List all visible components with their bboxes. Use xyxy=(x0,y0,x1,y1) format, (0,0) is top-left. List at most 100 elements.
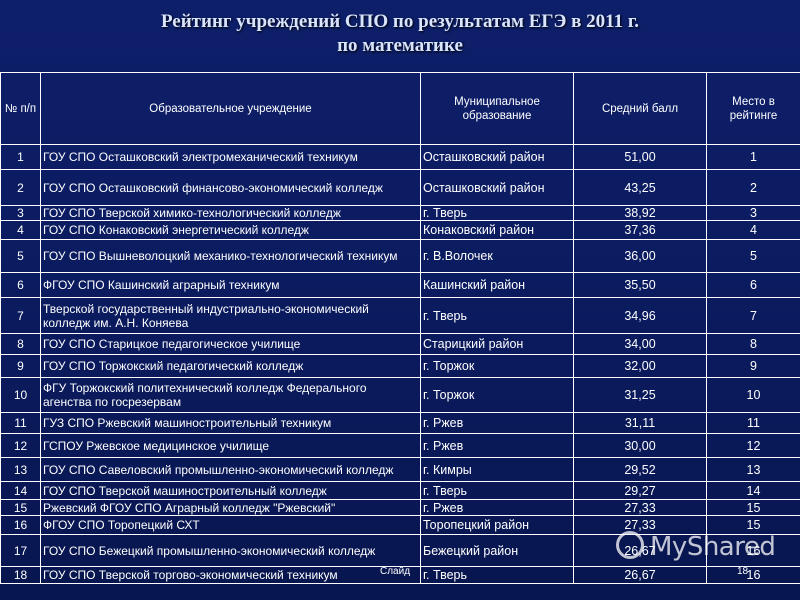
row-municipality: г. Тверь xyxy=(420,481,574,500)
row-institution: ГОУ СПО Осташковский электромеханический… xyxy=(40,144,421,170)
row-municipality: г. Тверь xyxy=(420,205,574,221)
row-score: 35,50 xyxy=(573,272,707,298)
header-municipality: Муниципальное образование xyxy=(420,72,574,145)
slide-number: 18 xyxy=(737,566,749,577)
row-institution: ГОУ СПО Бежецкий промышленно-экономическ… xyxy=(40,534,421,567)
table-row: 14 ГОУ СПО Тверской машиностроительный ко… xyxy=(0,481,800,500)
row-rank: 15 xyxy=(706,515,800,535)
row-municipality: г. Ржев xyxy=(420,433,574,458)
row-score: 38,92 xyxy=(573,205,707,221)
row-score: 32,00 xyxy=(573,354,707,378)
row-score: 36,00 xyxy=(573,239,707,273)
row-num: 2 xyxy=(0,169,41,206)
row-municipality: Старицкий район xyxy=(420,333,574,355)
row-num: 17 xyxy=(0,534,41,567)
row-num: 12 xyxy=(0,433,41,458)
row-rank: 5 xyxy=(706,239,800,273)
row-municipality: г. Торжок xyxy=(420,377,574,413)
table-row: 12 ГСПОУ Ржевское медицинское училище г. Р… xyxy=(0,433,800,458)
row-institution: ФГОУ СПО Торопецкий СХТ xyxy=(40,515,421,535)
row-rank: 11 xyxy=(706,412,800,434)
row-num: 18 xyxy=(0,566,41,584)
row-municipality: г. Ржев xyxy=(420,412,574,434)
table-row: 3 ГОУ СПО Тверской химико-технологический… xyxy=(0,205,800,221)
watermark-text: MyShared xyxy=(650,532,776,562)
row-institution: ГОУ СПО Осташковский финансово-экономиче… xyxy=(40,169,421,206)
header-institution: Образовательное учреждение xyxy=(40,72,421,145)
row-municipality: г. Тверь xyxy=(420,566,574,584)
row-rank: 6 xyxy=(706,272,800,298)
header-rank: Место в рейтинге xyxy=(706,72,800,145)
table-row: 4 ГОУ СПО Конаковский энергетический колл… xyxy=(0,220,800,240)
row-municipality: Конаковский район xyxy=(420,220,574,240)
header-num: № п/п xyxy=(0,72,41,145)
table-row: 15 Ржевский ФГОУ СПО Аграрный колледж "Рж… xyxy=(0,499,800,516)
watermark-logo-icon xyxy=(616,530,644,559)
table-row: 5 ГОУ СПО Вышневолоцкий механико-технолог… xyxy=(0,239,800,273)
header-score: Средний балл xyxy=(573,72,707,145)
row-num: 5 xyxy=(0,239,41,273)
row-score: 26,67 xyxy=(573,566,707,584)
title-line-1: Рейтинг учреждений СПО по результатам ЕГ… xyxy=(160,11,640,32)
row-institution: ГОУ СПО Тверской машиностроительный колл… xyxy=(40,481,421,500)
row-score: 31,11 xyxy=(573,412,707,434)
row-score: 31,25 xyxy=(573,377,707,413)
table-row: 9 ГОУ СПО Торжокский педагогический колле… xyxy=(0,354,800,378)
row-municipality: Бежецкий район xyxy=(420,534,574,567)
row-num: 11 xyxy=(0,412,41,434)
row-municipality: Торопецкий район xyxy=(420,515,574,535)
row-rank: 13 xyxy=(706,457,800,482)
row-rank: 1 xyxy=(706,144,800,170)
row-municipality: г. Ржев xyxy=(420,499,574,516)
row-municipality: г. В.Волочек xyxy=(420,239,574,273)
row-num: 10 xyxy=(0,377,41,413)
table-row: 1 ГОУ СПО Осташковский электромеханически… xyxy=(0,144,800,170)
row-rank: 8 xyxy=(706,333,800,355)
row-num: 9 xyxy=(0,354,41,378)
row-num: 7 xyxy=(0,297,41,334)
row-num: 13 xyxy=(0,457,41,482)
row-num: 14 xyxy=(0,481,41,500)
row-institution: ГСПОУ Ржевское медицинское училище xyxy=(40,433,421,458)
row-rank: 2 xyxy=(706,169,800,206)
page-title: Рейтинг учреждений СПО по результатам ЕГ… xyxy=(0,10,800,58)
row-num: 6 xyxy=(0,272,41,298)
row-rank: 12 xyxy=(706,433,800,458)
row-rank: 9 xyxy=(706,354,800,378)
slide-label: Слайд xyxy=(380,566,411,577)
row-rank: 10 xyxy=(706,377,800,413)
table-row: 13 ГОУ СПО Савеловский промышленно-эконом… xyxy=(0,457,800,482)
row-score: 27,33 xyxy=(573,499,707,516)
row-score: 37,36 xyxy=(573,220,707,240)
row-institution: ГОУ СПО Торжокский педагогический коллед… xyxy=(40,354,421,378)
row-rank: 15 xyxy=(706,499,800,516)
row-institution: ГОУ СПО Тверской химико-технологический … xyxy=(40,205,421,221)
row-municipality: Осташковский район xyxy=(420,169,574,206)
watermark: MyShared xyxy=(616,530,776,562)
row-num: 15 xyxy=(0,499,41,516)
row-municipality: г. Торжок xyxy=(420,354,574,378)
row-rank: 16 xyxy=(706,566,800,584)
title-line-2: по математике xyxy=(337,35,463,56)
table-row: 18 ГОУ СПО Тверской торгово-экономический… xyxy=(0,566,800,584)
row-num: 1 xyxy=(0,144,41,170)
row-institution: ФГУ Торжокский политехнический колледж Ф… xyxy=(40,377,421,413)
header-row: № п/п Образовательное учреждение Муницип… xyxy=(0,72,800,145)
table-row: 11 ГУЗ СПО Ржевский машиностроительный те… xyxy=(0,412,800,434)
row-municipality: г. Кимры xyxy=(420,457,574,482)
row-rank: 4 xyxy=(706,220,800,240)
row-num: 4 xyxy=(0,220,41,240)
row-institution: Ржевский ФГОУ СПО Аграрный колледж "Ржев… xyxy=(40,499,421,516)
table-row: 8 ГОУ СПО Старицкое педагогическое училищ… xyxy=(0,333,800,355)
row-score: 30,00 xyxy=(573,433,707,458)
rating-table: № п/п Образовательное учреждение Муницип… xyxy=(0,72,800,584)
row-institution: ГОУ СПО Вышневолоцкий механико-технологи… xyxy=(40,239,421,273)
row-municipality: Кашинский район xyxy=(420,272,574,298)
row-institution: ГОУ СПО Конаковский энергетический колле… xyxy=(40,220,421,240)
row-institution: ГУЗ СПО Ржевский машиностроительный техн… xyxy=(40,412,421,434)
table-row: 7 Тверской государственный индустриально-… xyxy=(0,297,800,334)
row-institution: Тверской государственный индустриально-э… xyxy=(40,297,421,334)
row-score: 29,52 xyxy=(573,457,707,482)
row-score: 51,00 xyxy=(573,144,707,170)
row-score: 43,25 xyxy=(573,169,707,206)
